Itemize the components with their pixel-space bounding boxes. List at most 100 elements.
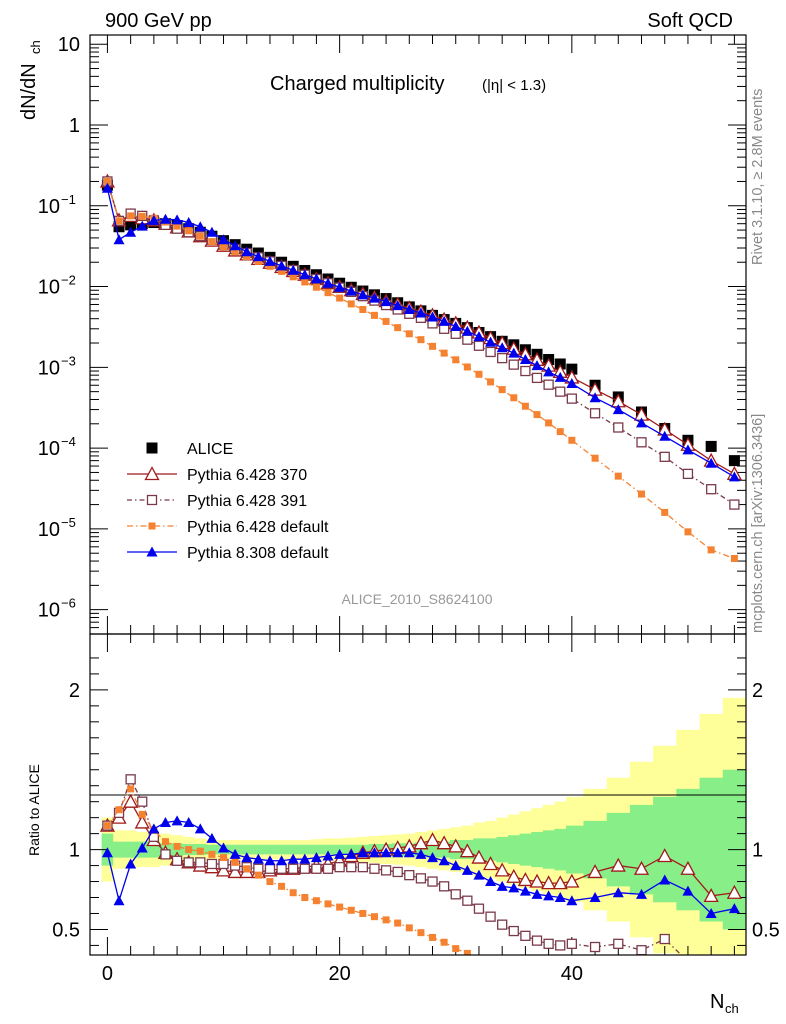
ratio-point [438, 881, 450, 892]
ratio-point [276, 855, 288, 866]
data-point [415, 307, 427, 318]
main-ytick-label: 10 [38, 600, 60, 622]
data-point [684, 528, 692, 536]
data-point [127, 212, 135, 220]
ratio-point [429, 933, 437, 941]
ratio-ytick-label: 2 [69, 680, 80, 702]
ratio-point [229, 848, 241, 859]
data-point [382, 317, 390, 325]
ratio-point [659, 933, 670, 945]
ratio-point [473, 903, 485, 914]
side-labels: Rivet 3.1.10, ≥ 2.8M events mcplots.cern… [750, 89, 766, 633]
ratio-point [392, 866, 403, 878]
ratio-point [519, 885, 531, 896]
ratio-point [101, 847, 113, 858]
data-point [659, 451, 670, 462]
analysis-label: ALICE_2010_S8624100 [341, 591, 492, 607]
ratio-ylabel: Ratio to ALICE [26, 764, 42, 856]
data-point [496, 342, 508, 353]
ratio-point [555, 940, 566, 951]
data-point [278, 267, 286, 275]
ratio-point [299, 853, 311, 864]
main-ylabel-sub: ch [28, 40, 43, 54]
main-ytick-exponent: −4 [61, 434, 76, 449]
ratio-point [310, 852, 322, 863]
data-point [591, 454, 599, 462]
legend-marker [146, 494, 158, 506]
ratio-point [252, 853, 264, 864]
ratio-point [206, 832, 218, 843]
ratio-point [612, 887, 624, 898]
ratio-point [160, 849, 171, 860]
ratio-band-layer [101, 697, 747, 955]
data-point [113, 221, 125, 233]
data-point [345, 285, 357, 296]
ratio-band-outer [101, 697, 747, 955]
ratio-point [587, 864, 603, 879]
data-point [231, 248, 239, 256]
data-point [612, 404, 624, 415]
data-point [403, 303, 415, 314]
ratio-point [123, 793, 139, 808]
ratio-point [427, 852, 439, 863]
ratio-point [413, 835, 429, 850]
main-ytick-label: 10 [38, 519, 60, 541]
ratio-ytick-label: 1 [69, 840, 80, 862]
ratio-point [206, 858, 218, 870]
ratio-point [125, 774, 136, 785]
main-ytick-label: 10 [38, 438, 60, 460]
ratio-frame [89, 633, 747, 956]
ratio-point [436, 835, 452, 850]
data-point [729, 499, 740, 510]
ratio-point [136, 842, 148, 853]
data-point [508, 359, 519, 370]
data-point [289, 273, 297, 281]
main-ytick-exponent: −1 [61, 192, 76, 207]
ratio-point [417, 929, 425, 937]
ratio-point [394, 919, 402, 927]
data-point [392, 300, 404, 311]
data-point [368, 292, 380, 303]
data-point [357, 289, 369, 300]
main-ylabel: dN/dN ch [18, 40, 43, 120]
ratio-point [543, 938, 554, 949]
ratio-point [334, 848, 346, 859]
ratio-point [138, 810, 146, 818]
main-ytick-label: 1 [69, 115, 80, 137]
data-point [638, 490, 646, 498]
ratio-point [380, 847, 392, 858]
data-point [566, 393, 577, 404]
data-point [196, 232, 204, 240]
ratio-point [194, 823, 206, 834]
legend-entry: Pythia 6.428 370 [127, 466, 307, 484]
ratio-point [471, 849, 487, 864]
xtick-label: 20 [329, 963, 351, 985]
ratio-series-line [106, 787, 473, 955]
ratio-point [552, 875, 568, 890]
main-series-layer [99, 173, 742, 563]
ratio-series-3 [101, 815, 740, 918]
ratio-point [459, 843, 475, 858]
data-point [520, 365, 531, 377]
data-point [533, 411, 541, 419]
header-texts: 900 GeV pp Soft QCD [105, 10, 733, 32]
data-point [497, 352, 508, 364]
data-point [159, 213, 171, 224]
ratio-point [264, 855, 276, 866]
ratio-point [370, 913, 378, 921]
main-ylabel-text: dN/dN [18, 63, 40, 120]
legend-entry: Pythia 8.308 default [127, 545, 329, 562]
ratio-point [266, 878, 274, 886]
ratio-band-inner [101, 769, 747, 930]
ratio-point [159, 816, 171, 827]
data-point [113, 234, 125, 245]
legend-marker [146, 442, 158, 454]
data-point [440, 349, 448, 357]
main-title: Charged multiplicity [270, 73, 445, 95]
data-point [475, 370, 483, 378]
ratio-point [195, 857, 206, 868]
ratio-point [287, 853, 299, 864]
ratio-point [517, 872, 533, 887]
data-point [264, 255, 276, 266]
ratio-point [322, 850, 334, 861]
